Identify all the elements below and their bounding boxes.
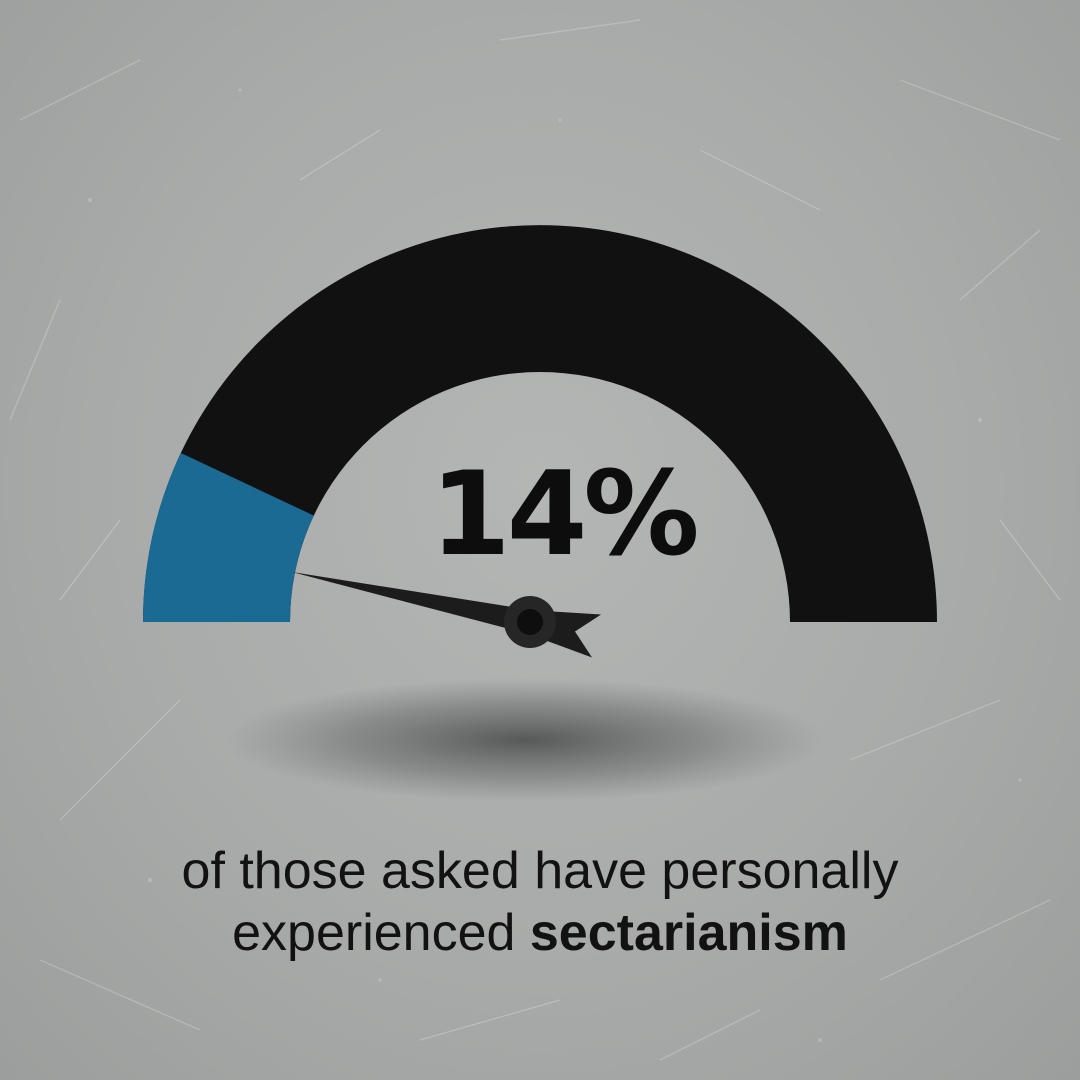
caption: of those asked have personally experienc…: [60, 840, 1020, 964]
percent-value-label: 14%: [430, 447, 700, 582]
caption-line-2-prefix: experienced: [232, 904, 530, 962]
gauge-shadow: [225, 678, 825, 802]
caption-line-2: experienced sectarianism: [60, 902, 1020, 964]
needle-hub-cap: [517, 609, 543, 635]
gauge-fill-segment: [143, 453, 314, 622]
gauge-needle: [292, 572, 602, 658]
caption-emphasis: sectarianism: [529, 904, 848, 962]
caption-line-1: of those asked have personally: [181, 842, 899, 900]
gauge-track: [143, 225, 937, 622]
